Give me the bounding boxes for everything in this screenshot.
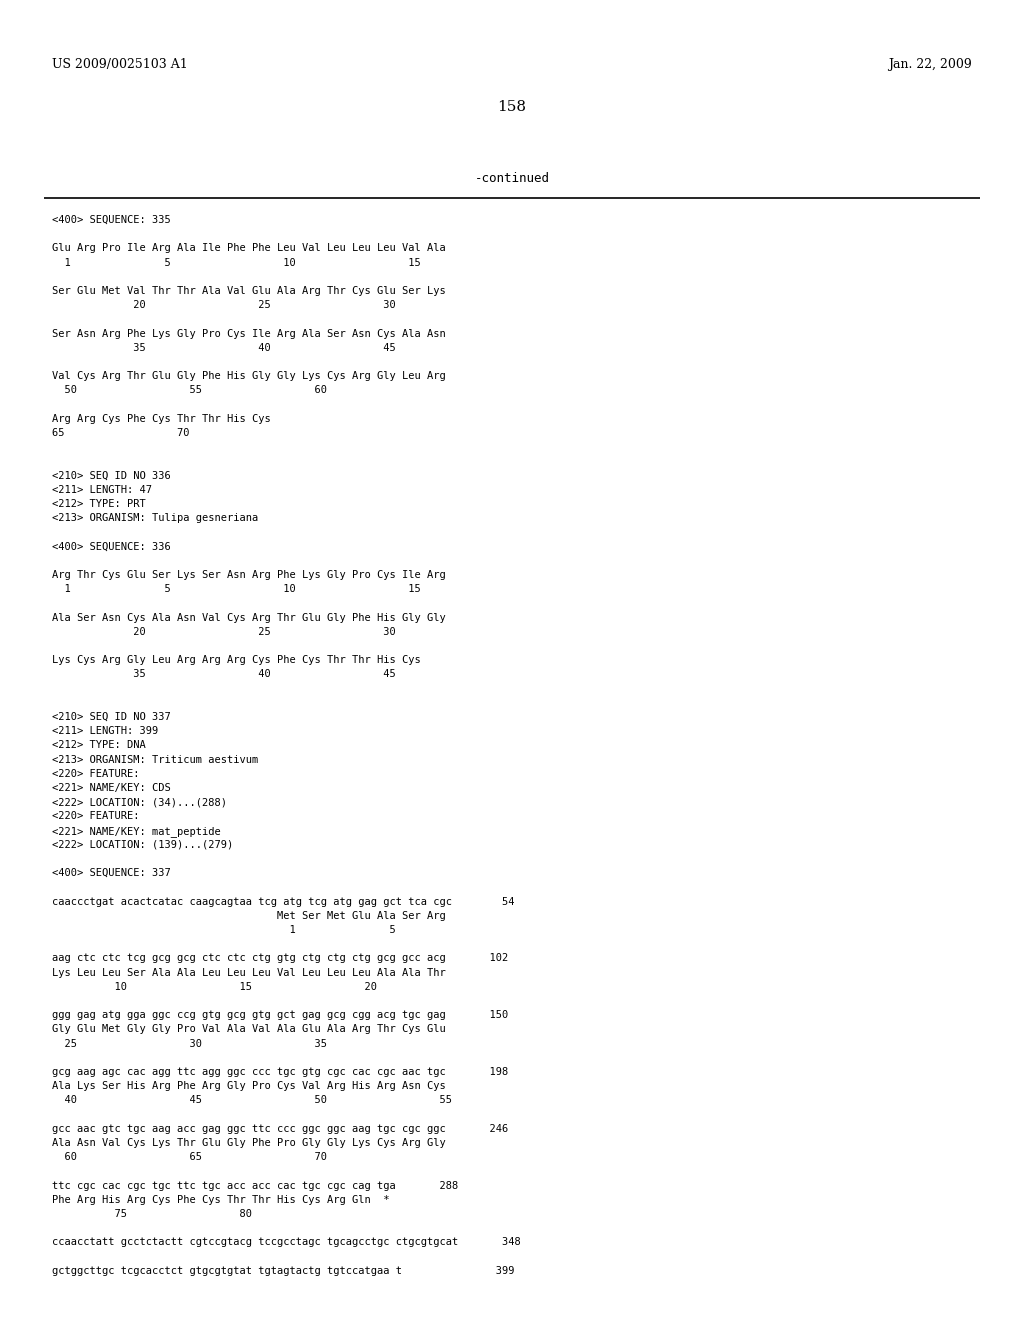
Text: 20                  25                  30: 20 25 30 bbox=[52, 300, 395, 310]
Text: ccaacctatt gcctctactt cgtccgtacg tccgcctagc tgcagcctgc ctgcgtgcat       348: ccaacctatt gcctctactt cgtccgtacg tccgcct… bbox=[52, 1237, 521, 1247]
Text: US 2009/0025103 A1: US 2009/0025103 A1 bbox=[52, 58, 187, 71]
Text: 10                  15                  20: 10 15 20 bbox=[52, 982, 377, 991]
Text: Ser Asn Arg Phe Lys Gly Pro Cys Ile Arg Ala Ser Asn Cys Ala Asn: Ser Asn Arg Phe Lys Gly Pro Cys Ile Arg … bbox=[52, 329, 445, 339]
Text: <211> LENGTH: 399: <211> LENGTH: 399 bbox=[52, 726, 159, 737]
Text: 35                  40                  45: 35 40 45 bbox=[52, 669, 395, 680]
Text: <210> SEQ ID NO 336: <210> SEQ ID NO 336 bbox=[52, 471, 171, 480]
Text: <220> FEATURE:: <220> FEATURE: bbox=[52, 812, 139, 821]
Text: 25                  30                  35: 25 30 35 bbox=[52, 1039, 327, 1048]
Text: 1               5                  10                  15: 1 5 10 15 bbox=[52, 257, 421, 268]
Text: Lys Cys Arg Gly Leu Arg Arg Arg Cys Phe Cys Thr Thr His Cys: Lys Cys Arg Gly Leu Arg Arg Arg Cys Phe … bbox=[52, 655, 421, 665]
Text: Arg Arg Cys Phe Cys Thr Thr His Cys: Arg Arg Cys Phe Cys Thr Thr His Cys bbox=[52, 413, 270, 424]
Text: <222> LOCATION: (34)...(288): <222> LOCATION: (34)...(288) bbox=[52, 797, 227, 808]
Text: <221> NAME/KEY: CDS: <221> NAME/KEY: CDS bbox=[52, 783, 171, 793]
Text: <210> SEQ ID NO 337: <210> SEQ ID NO 337 bbox=[52, 711, 171, 722]
Text: <222> LOCATION: (139)...(279): <222> LOCATION: (139)...(279) bbox=[52, 840, 233, 850]
Text: Glu Arg Pro Ile Arg Ala Ile Phe Phe Leu Val Leu Leu Leu Val Ala: Glu Arg Pro Ile Arg Ala Ile Phe Phe Leu … bbox=[52, 243, 445, 253]
Text: <221> NAME/KEY: mat_peptide: <221> NAME/KEY: mat_peptide bbox=[52, 825, 221, 837]
Text: Phe Arg His Arg Cys Phe Cys Thr Thr His Cys Arg Gln  *: Phe Arg His Arg Cys Phe Cys Thr Thr His … bbox=[52, 1195, 389, 1205]
Text: <400> SEQUENCE: 337: <400> SEQUENCE: 337 bbox=[52, 869, 171, 878]
Text: 65                  70: 65 70 bbox=[52, 428, 189, 438]
Text: <400> SEQUENCE: 336: <400> SEQUENCE: 336 bbox=[52, 541, 171, 552]
Text: Met Ser Met Glu Ala Ser Arg: Met Ser Met Glu Ala Ser Arg bbox=[52, 911, 445, 921]
Text: Gly Glu Met Gly Gly Pro Val Ala Val Ala Glu Ala Arg Thr Cys Glu: Gly Glu Met Gly Gly Pro Val Ala Val Ala … bbox=[52, 1024, 445, 1035]
Text: <212> TYPE: DNA: <212> TYPE: DNA bbox=[52, 741, 145, 750]
Text: <211> LENGTH: 47: <211> LENGTH: 47 bbox=[52, 484, 152, 495]
Text: Ser Glu Met Val Thr Thr Ala Val Glu Ala Arg Thr Cys Glu Ser Lys: Ser Glu Met Val Thr Thr Ala Val Glu Ala … bbox=[52, 286, 445, 296]
Text: 50                  55                  60: 50 55 60 bbox=[52, 385, 327, 396]
Text: <400> SEQUENCE: 335: <400> SEQUENCE: 335 bbox=[52, 215, 171, 224]
Text: gcg aag agc cac agg ttc agg ggc ccc tgc gtg cgc cac cgc aac tgc       198: gcg aag agc cac agg ttc agg ggc ccc tgc … bbox=[52, 1067, 508, 1077]
Text: Ala Ser Asn Cys Ala Asn Val Cys Arg Thr Glu Gly Phe His Gly Gly: Ala Ser Asn Cys Ala Asn Val Cys Arg Thr … bbox=[52, 612, 445, 623]
Text: Val Cys Arg Thr Glu Gly Phe His Gly Gly Lys Cys Arg Gly Leu Arg: Val Cys Arg Thr Glu Gly Phe His Gly Gly … bbox=[52, 371, 445, 381]
Text: Arg Thr Cys Glu Ser Lys Ser Asn Arg Phe Lys Gly Pro Cys Ile Arg: Arg Thr Cys Glu Ser Lys Ser Asn Arg Phe … bbox=[52, 570, 445, 579]
Text: gctggcttgc tcgcacctct gtgcgtgtat tgtagtactg tgtccatgaa t               399: gctggcttgc tcgcacctct gtgcgtgtat tgtagta… bbox=[52, 1266, 514, 1276]
Text: 60                  65                  70: 60 65 70 bbox=[52, 1152, 327, 1162]
Text: 158: 158 bbox=[498, 100, 526, 114]
Text: 1               5: 1 5 bbox=[52, 925, 395, 935]
Text: Ala Lys Ser His Arg Phe Arg Gly Pro Cys Val Arg His Arg Asn Cys: Ala Lys Ser His Arg Phe Arg Gly Pro Cys … bbox=[52, 1081, 445, 1092]
Text: aag ctc ctc tcg gcg gcg ctc ctc ctg gtg ctg ctg ctg gcg gcc acg       102: aag ctc ctc tcg gcg gcg ctc ctc ctg gtg … bbox=[52, 953, 508, 964]
Text: Jan. 22, 2009: Jan. 22, 2009 bbox=[888, 58, 972, 71]
Text: 35                  40                  45: 35 40 45 bbox=[52, 343, 395, 352]
Text: ttc cgc cac cgc tgc ttc tgc acc acc cac tgc cgc cag tga       288: ttc cgc cac cgc tgc ttc tgc acc acc cac … bbox=[52, 1180, 459, 1191]
Text: <213> ORGANISM: Tulipa gesneriana: <213> ORGANISM: Tulipa gesneriana bbox=[52, 513, 258, 523]
Text: Ala Asn Val Cys Lys Thr Glu Gly Phe Pro Gly Gly Lys Cys Arg Gly: Ala Asn Val Cys Lys Thr Glu Gly Phe Pro … bbox=[52, 1138, 445, 1148]
Text: <213> ORGANISM: Triticum aestivum: <213> ORGANISM: Triticum aestivum bbox=[52, 755, 258, 764]
Text: gcc aac gtc tgc aag acc gag ggc ttc ccc ggc ggc aag tgc cgc ggc       246: gcc aac gtc tgc aag acc gag ggc ttc ccc … bbox=[52, 1123, 508, 1134]
Text: 40                  45                  50                  55: 40 45 50 55 bbox=[52, 1096, 452, 1105]
Text: 20                  25                  30: 20 25 30 bbox=[52, 627, 395, 636]
Text: caaccctgat acactcatac caagcagtaa tcg atg tcg atg gag gct tca cgc        54: caaccctgat acactcatac caagcagtaa tcg atg… bbox=[52, 896, 514, 907]
Text: 1               5                  10                  15: 1 5 10 15 bbox=[52, 585, 421, 594]
Text: ggg gag atg gga ggc ccg gtg gcg gtg gct gag gcg cgg acg tgc gag       150: ggg gag atg gga ggc ccg gtg gcg gtg gct … bbox=[52, 1010, 508, 1020]
Text: Lys Leu Leu Ser Ala Ala Leu Leu Leu Val Leu Leu Leu Ala Ala Thr: Lys Leu Leu Ser Ala Ala Leu Leu Leu Val … bbox=[52, 968, 445, 978]
Text: 75                  80: 75 80 bbox=[52, 1209, 252, 1218]
Text: <220> FEATURE:: <220> FEATURE: bbox=[52, 768, 139, 779]
Text: <212> TYPE: PRT: <212> TYPE: PRT bbox=[52, 499, 145, 510]
Text: -continued: -continued bbox=[474, 172, 550, 185]
